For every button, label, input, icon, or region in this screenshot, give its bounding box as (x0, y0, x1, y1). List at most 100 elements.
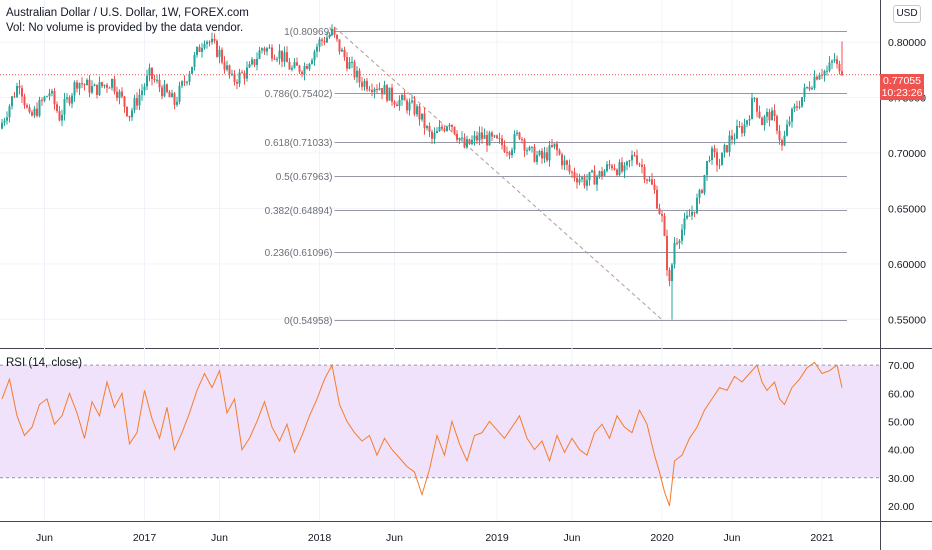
candle-body (746, 120, 748, 125)
candle-body (321, 39, 323, 41)
candle-body (578, 179, 581, 183)
candle-body (166, 84, 168, 93)
candle-body (53, 91, 56, 105)
candle-body (686, 215, 688, 219)
candle-body (743, 124, 746, 134)
candle-body (386, 85, 388, 101)
candle-body (726, 145, 728, 152)
time-axis-label: 2021 (810, 532, 834, 544)
candle-body (626, 161, 628, 166)
candle-body (378, 88, 381, 90)
candle-body (208, 41, 211, 43)
candle-body (798, 106, 801, 108)
candle-body (466, 139, 468, 148)
rsi-axis-label: 40.00 (888, 445, 914, 457)
candle-body (393, 101, 396, 105)
fib-level-label: 0.236(0.61096) (265, 248, 333, 259)
candle-body (96, 84, 98, 96)
candle-body (68, 97, 71, 104)
candle-body (58, 111, 61, 121)
candle-body (476, 135, 478, 141)
candle-body (788, 121, 791, 125)
candle-body (171, 93, 173, 98)
candle-body (836, 59, 838, 64)
candle-body (38, 99, 41, 116)
candle-body (701, 190, 703, 193)
candle-body (103, 84, 106, 87)
candle-body (618, 162, 621, 175)
candle-body (73, 82, 76, 96)
candle-body (368, 89, 371, 91)
candle-body (436, 131, 438, 133)
candle-body (548, 145, 551, 161)
candle-body (693, 211, 696, 214)
candle-body (383, 85, 386, 95)
candle-body (356, 70, 358, 78)
candle-body (473, 135, 476, 140)
candle-body (668, 270, 671, 282)
candle-body (298, 65, 301, 72)
candle-body (191, 66, 193, 74)
candle-body (83, 84, 86, 86)
candle-body (111, 79, 113, 88)
candle-body (736, 125, 738, 139)
candle-body (121, 91, 123, 97)
candle-body (66, 97, 68, 100)
candle-body (426, 126, 428, 129)
candle-body (146, 75, 148, 87)
candle-body (538, 150, 541, 156)
candle-body (601, 171, 603, 177)
candle-body (33, 108, 36, 116)
candle-body (31, 112, 33, 116)
candle-body (258, 50, 261, 59)
fib-level-label: 0.382(0.64894) (265, 206, 333, 217)
candle-body (706, 161, 708, 176)
candle-body (633, 155, 636, 157)
candle-body (573, 172, 576, 179)
candle-body (643, 166, 646, 180)
candle-body (773, 110, 776, 117)
candle-body (506, 151, 508, 153)
candle-body (508, 152, 511, 156)
candle-body (603, 170, 606, 177)
candle-body (263, 48, 266, 52)
candle-body (561, 154, 563, 166)
candle-body (131, 110, 133, 118)
rsi-label: RSI (14, close) (6, 357, 83, 369)
candle-body (353, 61, 356, 78)
candle-body (761, 117, 763, 126)
fib-level-label: 1(0.80969) (284, 27, 332, 38)
candle-body (503, 145, 506, 152)
candle-body (438, 126, 441, 132)
candle-body (608, 164, 611, 166)
candle-body (813, 76, 816, 89)
candle-body (593, 170, 596, 185)
candle-body (606, 164, 608, 171)
currency-button[interactable]: USD (893, 5, 921, 23)
time-axis-label: Jun (386, 532, 403, 544)
candle-body (276, 58, 278, 60)
candle-body (403, 95, 406, 101)
candle-body (698, 190, 701, 198)
candle-body (543, 152, 546, 159)
candle-body (1, 122, 3, 129)
candle-body (308, 63, 311, 69)
candle-body (648, 179, 651, 181)
candle-body (296, 62, 298, 66)
candle-body (441, 126, 443, 129)
candle-body (453, 126, 456, 134)
candle-body (43, 96, 46, 101)
candle-body (716, 152, 718, 166)
candle-body (193, 55, 196, 67)
candle-body (808, 87, 811, 90)
candle-body (323, 40, 326, 43)
candle-body (273, 58, 276, 60)
candle-body (656, 189, 658, 209)
candle-body (591, 170, 593, 173)
candle-body (176, 101, 178, 105)
candle-body (151, 67, 153, 80)
candle-body (713, 148, 716, 153)
rsi-band (0, 365, 880, 478)
rsi-axis-label: 50.00 (888, 416, 914, 428)
